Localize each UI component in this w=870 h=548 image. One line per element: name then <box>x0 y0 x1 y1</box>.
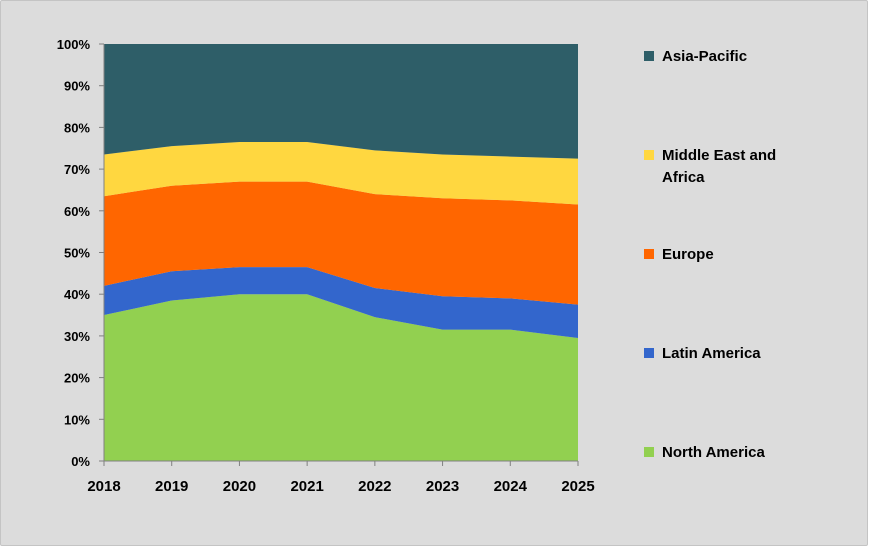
x-tick-label: 2022 <box>358 478 391 495</box>
y-tick-label: 30% <box>64 329 90 344</box>
area-north-america <box>104 294 578 461</box>
y-tick-label: 70% <box>64 162 90 177</box>
x-tick-label: 2020 <box>223 478 256 495</box>
y-tick-label: 60% <box>64 204 90 219</box>
legend-label: Middle East and Africa <box>662 147 776 186</box>
y-tick-label: 80% <box>64 120 90 135</box>
x-tick-label: 2018 <box>87 478 120 495</box>
legend-swatch <box>644 249 654 259</box>
legend-swatch <box>644 447 654 457</box>
y-tick-label: 10% <box>64 412 90 427</box>
area-middle-east-and-africa <box>104 142 578 205</box>
y-tick-label: 100% <box>57 37 91 52</box>
legend-swatch <box>644 348 654 358</box>
x-tick-label: 2025 <box>561 478 594 495</box>
x-tick-label: 2024 <box>494 478 528 495</box>
y-tick-label: 40% <box>64 287 90 302</box>
area-latin-america <box>104 267 578 338</box>
y-tick-label: 90% <box>64 79 90 94</box>
legend-label: Latin America <box>662 345 761 362</box>
legend-item-latin-america: Latin America <box>644 345 761 362</box>
legend-item-europe: Europe <box>644 246 714 263</box>
legend-item-middle-east-and-africa: Middle East and Africa <box>644 147 776 186</box>
area-asia-pacific <box>104 44 578 159</box>
y-tick-label: 50% <box>64 246 90 261</box>
y-tick-label: 0% <box>71 454 90 469</box>
area-europe <box>104 181 578 305</box>
legend-swatch <box>644 51 654 61</box>
legend-item-north-america: North America <box>644 444 765 461</box>
legend-item-asia-pacific: Asia-Pacific <box>644 48 747 65</box>
legend-swatch <box>644 150 654 160</box>
legend-label: Europe <box>662 246 714 263</box>
legend-label: Asia-Pacific <box>662 48 747 65</box>
legend: Asia-Pacific Middle East and Africa Europe L… <box>644 48 776 461</box>
legend-label: North America <box>662 444 765 461</box>
area-series-group <box>104 44 578 461</box>
x-tick-label: 2019 <box>155 478 188 495</box>
x-tick-label: 2021 <box>290 478 323 495</box>
x-axis-ticks: 2018 2019 2020 2021 2022 2023 2024 2025 <box>87 461 595 495</box>
y-tick-label: 20% <box>64 371 90 386</box>
y-axis-ticks: 0% 10% 20% 30% 40% 50% 60% 70% 80% 90% 100% <box>57 37 104 469</box>
x-tick-label: 2023 <box>426 478 459 495</box>
